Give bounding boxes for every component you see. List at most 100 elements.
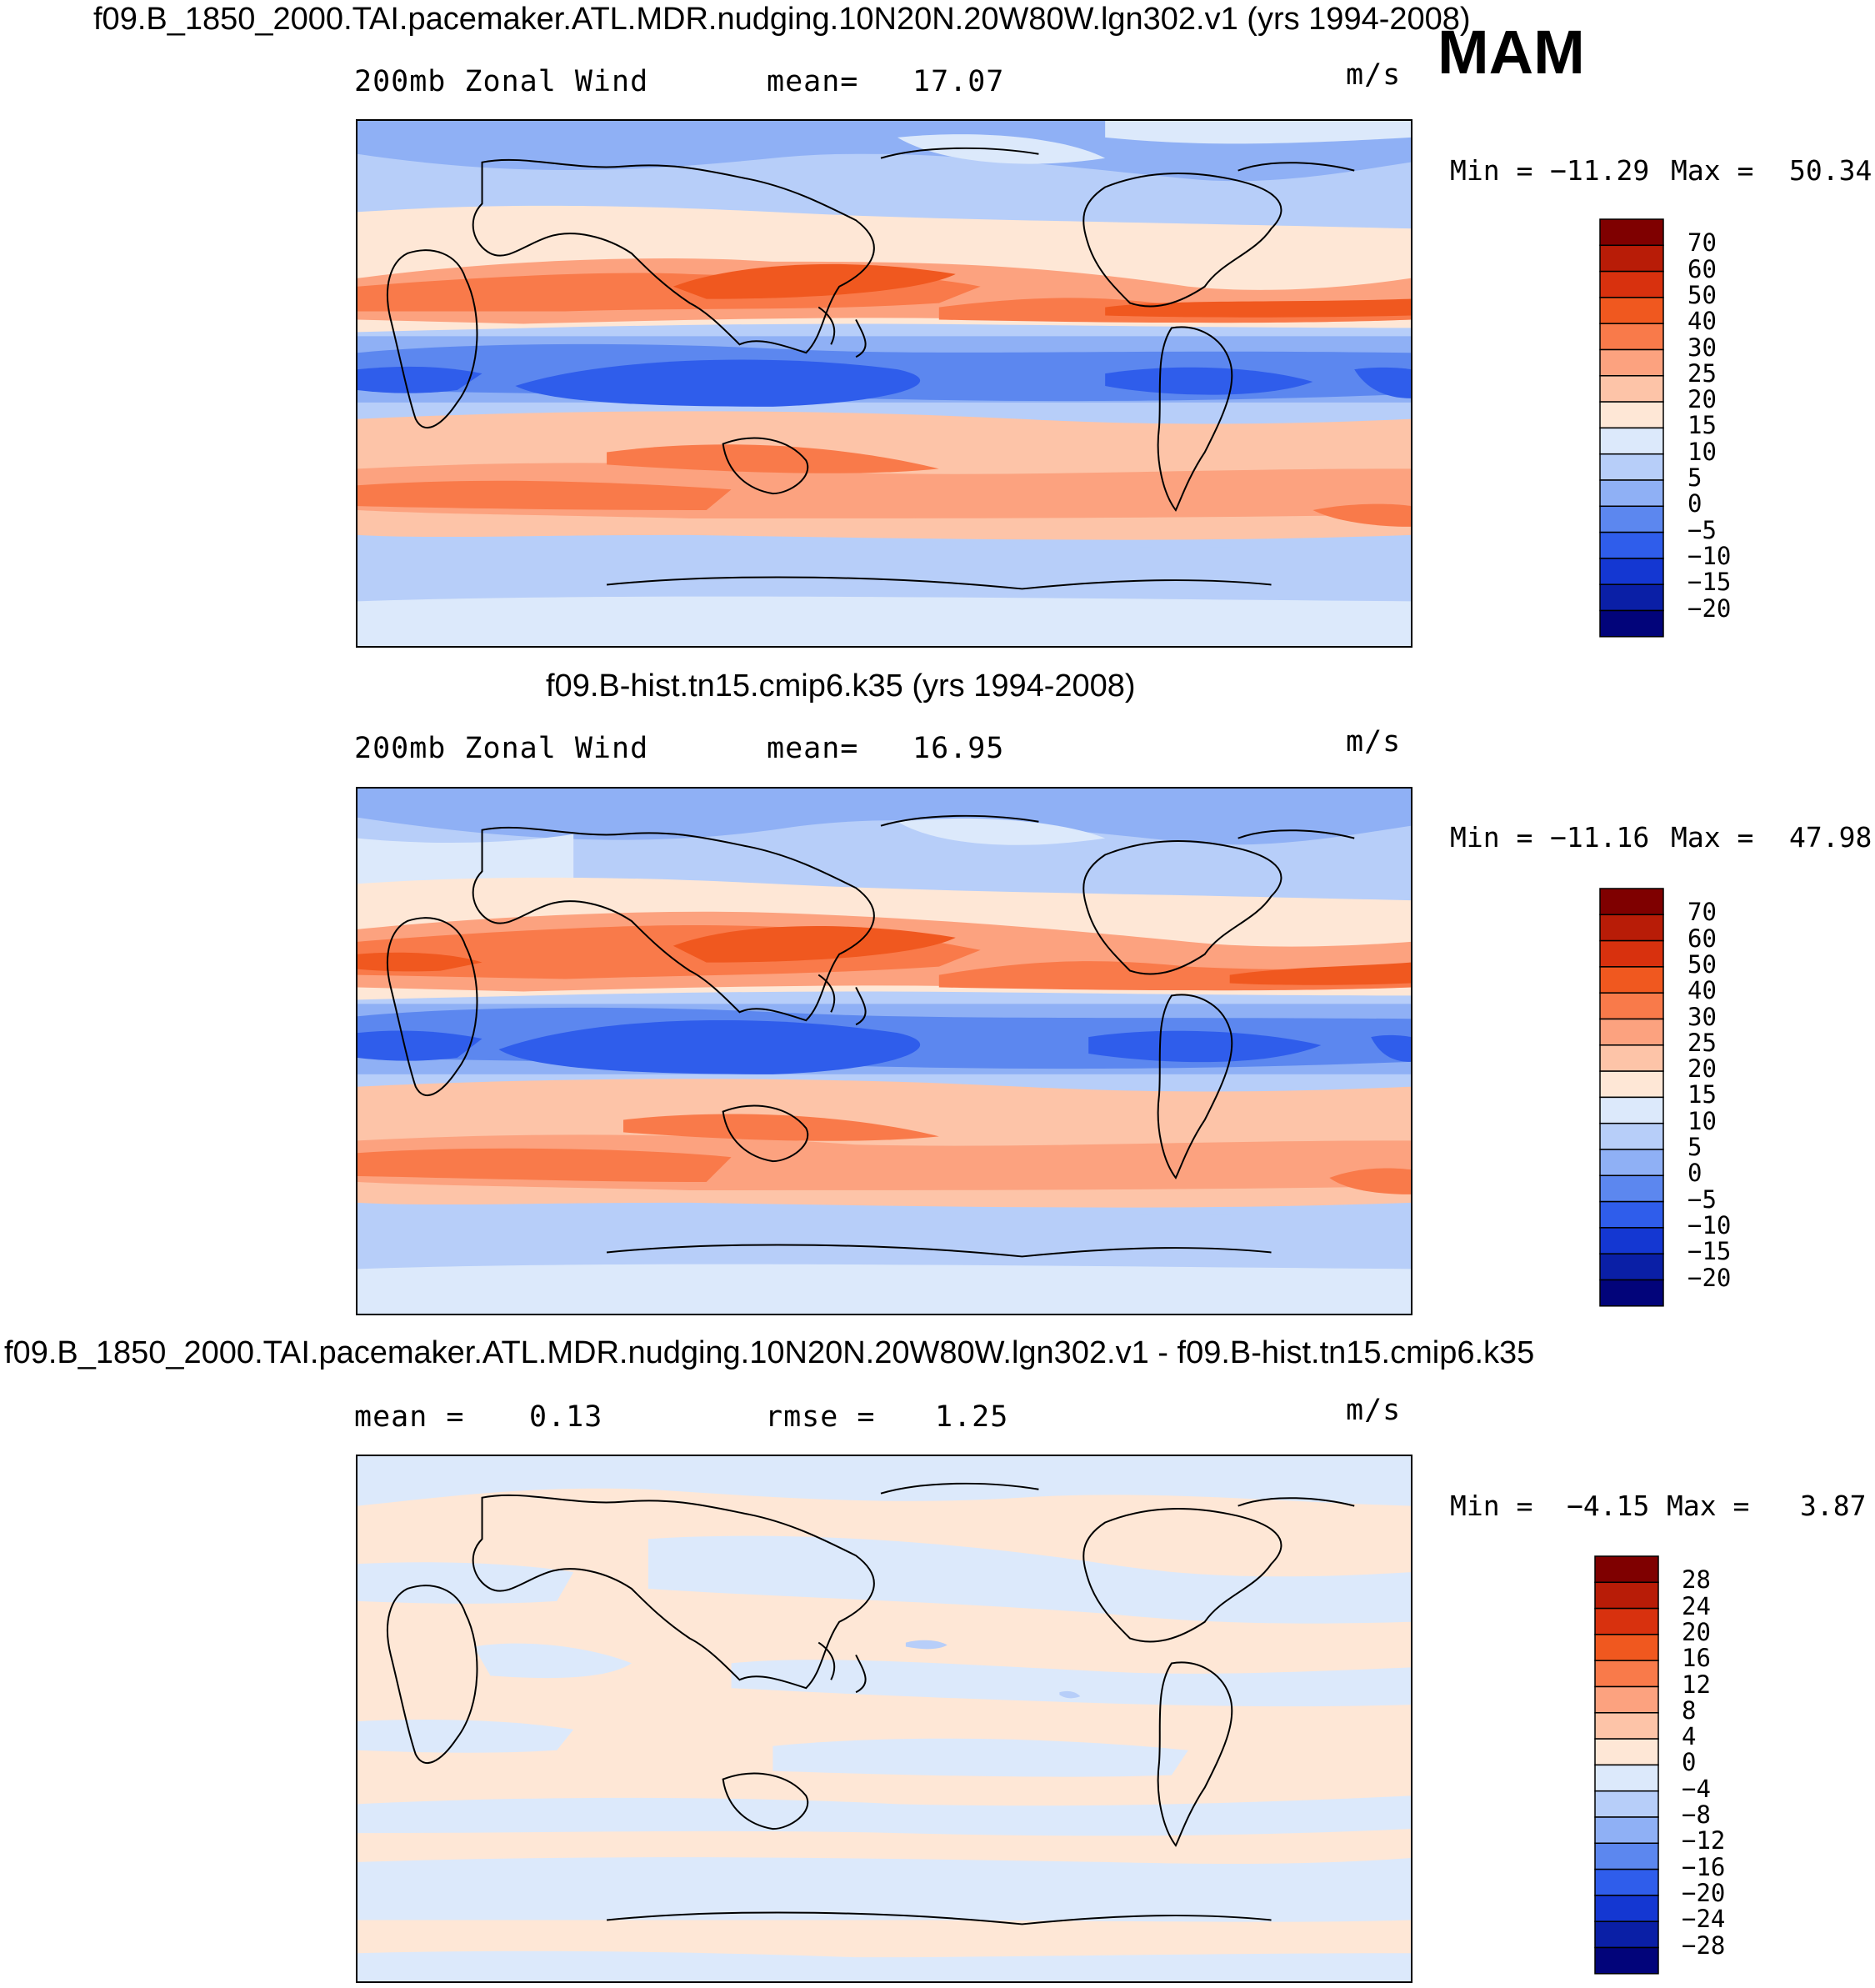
colorbar-swatch <box>1594 1816 1659 1845</box>
colorbar-swatch <box>1599 218 1664 247</box>
panel-1-min-value: −11.29 <box>1550 154 1650 187</box>
colorbar-swatch <box>1594 1790 1659 1818</box>
colorbar-tick-label: 60 <box>1688 254 1717 283</box>
panel-2-colorbar-svg <box>1599 888 1664 1307</box>
panel-2-units: m/s <box>1346 725 1402 759</box>
colorbar-swatch <box>1594 1607 1659 1635</box>
colorbar-tick-label: 28 <box>1682 1565 1711 1595</box>
colorbar-swatch <box>1599 375 1664 403</box>
colorbar-tick-label: 25 <box>1688 358 1717 388</box>
colorbar-tick-label: 70 <box>1688 898 1717 927</box>
colorbar-swatch <box>1594 1712 1659 1740</box>
panel-3-min-value: −4.15 <box>1567 1490 1650 1522</box>
colorbar-tick-label: −5 <box>1688 1184 1717 1214</box>
panel-2-title: f09.B-hist.tn15.cmip6.k35 (yrs 1994-2008… <box>546 669 1136 704</box>
colorbar-swatch <box>1599 966 1664 994</box>
colorbar-swatch <box>1599 401 1664 429</box>
colorbar-tick-label: 20 <box>1682 1617 1711 1646</box>
colorbar-swatch <box>1594 1660 1659 1688</box>
panel-2-map <box>356 787 1412 1315</box>
colorbar-tick-label: −20 <box>1688 1263 1732 1292</box>
colorbar-tick-label: 40 <box>1688 976 1717 1005</box>
panel-2-map-svg <box>358 789 1411 1314</box>
colorbar-tick-label: 60 <box>1688 924 1717 953</box>
colorbar-tick-label: −15 <box>1688 1237 1732 1266</box>
colorbar-tick-label: 4 <box>1682 1722 1697 1751</box>
colorbar-swatch <box>1594 1581 1659 1610</box>
colorbar-swatch <box>1599 1174 1664 1203</box>
colorbar-swatch <box>1599 1149 1664 1177</box>
colorbar-swatch <box>1599 609 1664 638</box>
panel-3-map-svg <box>358 1456 1411 1981</box>
panel-2-max-value: 47.98 <box>1789 821 1872 854</box>
colorbar-tick-label: −10 <box>1688 1210 1732 1239</box>
panel-1-colorbar <box>1599 218 1664 639</box>
colorbar-swatch <box>1599 1227 1664 1254</box>
panel-3-mean-value: 0.13 <box>529 1400 603 1434</box>
panel-3-title: f09.B_1850_2000.TAI.pacemaker.ATL.MDR.nu… <box>4 1335 1535 1370</box>
panel-2-min-value: −11.16 <box>1550 821 1650 854</box>
colorbar-swatch <box>1599 1279 1664 1307</box>
panel-3-rmse-value: 1.25 <box>935 1400 1009 1434</box>
colorbar-swatch <box>1599 914 1664 942</box>
colorbar-tick-label: 50 <box>1688 280 1717 309</box>
colorbar-swatch <box>1599 1200 1664 1229</box>
colorbar-tick-label: −10 <box>1688 541 1732 570</box>
panel-3-min-label: Min = <box>1450 1490 1533 1522</box>
colorbar-tick-label: 10 <box>1688 437 1717 466</box>
colorbar-tick-label: 0 <box>1688 1159 1702 1188</box>
colorbar-swatch <box>1599 1044 1664 1072</box>
colorbar-tick-label: 15 <box>1688 411 1717 440</box>
colorbar-tick-label: 15 <box>1688 1080 1717 1109</box>
colorbar-tick-label: −28 <box>1682 1930 1726 1960</box>
panel-1-mean-label: mean= <box>767 65 859 98</box>
colorbar-tick-label: 5 <box>1688 1133 1702 1161</box>
colorbar-swatch <box>1599 558 1664 585</box>
colorbar-tick-label: 25 <box>1688 1028 1717 1057</box>
colorbar-tick-label: 12 <box>1682 1670 1711 1699</box>
colorbar-swatch <box>1599 505 1664 533</box>
panel-3-max-label: Max = <box>1667 1490 1750 1522</box>
colorbar-tick-label: 0 <box>1682 1748 1697 1777</box>
colorbar-swatch <box>1599 939 1664 968</box>
panel-3-mean-label: mean = <box>354 1400 465 1434</box>
colorbar-swatch <box>1594 1868 1659 1896</box>
colorbar-swatch <box>1599 1070 1664 1099</box>
colorbar-tick-label: −20 <box>1688 593 1732 623</box>
colorbar-tick-label: −4 <box>1682 1774 1711 1803</box>
colorbar-tick-label: 10 <box>1688 1106 1717 1135</box>
panel-2-min-label: Min = <box>1450 821 1533 854</box>
colorbar-swatch <box>1599 1018 1664 1046</box>
colorbar-swatch <box>1599 888 1664 916</box>
panel-1-map <box>356 119 1412 648</box>
colorbar-swatch <box>1594 1764 1659 1792</box>
colorbar-swatch <box>1594 1555 1659 1584</box>
colorbar-swatch <box>1599 323 1664 351</box>
colorbar-swatch <box>1594 1842 1659 1870</box>
panel-3-map <box>356 1455 1412 1983</box>
colorbar-swatch <box>1599 583 1664 612</box>
colorbar-swatch <box>1599 531 1664 559</box>
panel-1-map-svg <box>358 121 1411 646</box>
panel-2-mean-value: 16.95 <box>912 732 1005 765</box>
colorbar-tick-label: −16 <box>1682 1852 1726 1881</box>
colorbar-swatch <box>1599 479 1664 508</box>
colorbar-swatch <box>1599 427 1664 455</box>
colorbar-tick-label: 70 <box>1688 228 1717 258</box>
colorbar-tick-label: 16 <box>1682 1644 1711 1673</box>
colorbar-tick-label: 30 <box>1688 1002 1717 1031</box>
colorbar-tick-label: 8 <box>1682 1695 1697 1725</box>
colorbar-tick-label: 30 <box>1688 333 1717 362</box>
colorbar-swatch <box>1594 1685 1659 1714</box>
panel-2-colorbar <box>1599 888 1664 1309</box>
panel-3-colorbar-svg <box>1594 1555 1659 1975</box>
colorbar-tick-label: 5 <box>1688 463 1702 492</box>
colorbar-swatch <box>1599 453 1664 481</box>
panel-1-title: f09.B_1850_2000.TAI.pacemaker.ATL.MDR.nu… <box>93 2 1471 37</box>
colorbar-swatch <box>1599 297 1664 324</box>
colorbar-tick-label: −24 <box>1682 1905 1726 1934</box>
colorbar-tick-label: 20 <box>1688 1054 1717 1084</box>
colorbar-swatch <box>1599 992 1664 1020</box>
colorbar-swatch <box>1594 1895 1659 1922</box>
colorbar-swatch <box>1594 1634 1659 1661</box>
